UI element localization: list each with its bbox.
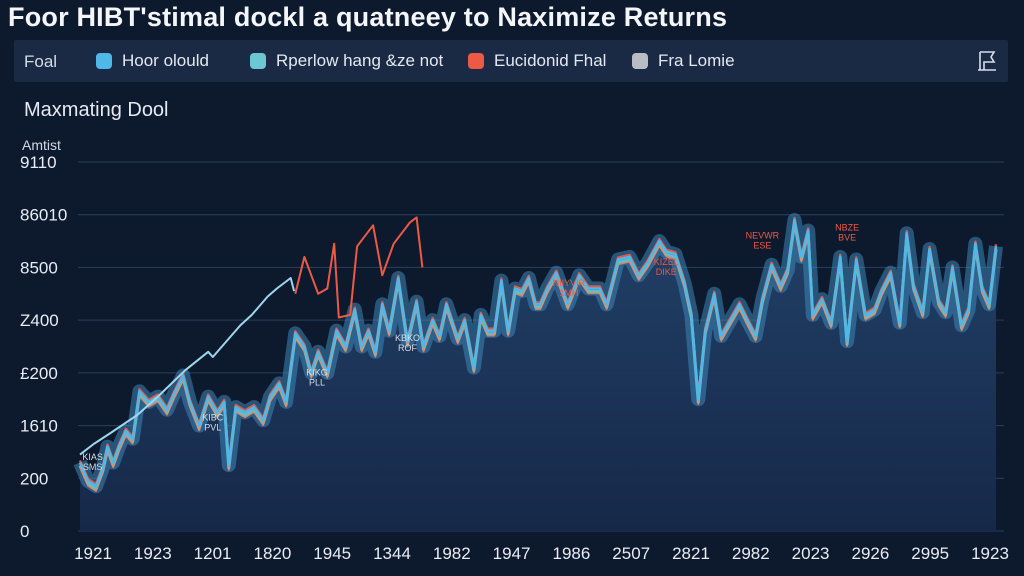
x-tick-label: 1923 xyxy=(971,544,1009,563)
legend-item-eucidonid-fhal[interactable]: Eucidonid Fhal xyxy=(468,50,606,72)
legend-lead-label: Foal xyxy=(24,52,58,71)
y-tick-label: 1610 xyxy=(20,417,58,436)
series-line-fra-lomie xyxy=(79,277,296,456)
y-tick-label: 86010 xyxy=(20,206,67,225)
x-tick-label: 2926 xyxy=(851,544,889,563)
x-tick-label: 1201 xyxy=(194,544,232,563)
x-tick-label: 2995 xyxy=(911,544,949,563)
legend-label: Rperlow hang &ze not xyxy=(276,51,444,70)
x-tick-label: 1921 xyxy=(74,544,112,563)
x-tick-label: 1923 xyxy=(134,544,172,563)
y-tick-label: Z400 xyxy=(20,311,59,330)
legend-label: Hoor olould xyxy=(122,51,209,70)
y-tick-label: 0 xyxy=(20,522,29,541)
annotation-label: KIZEL DIKE xyxy=(654,257,679,277)
legend-swatch xyxy=(250,53,266,69)
annotation-label: KIBC PVL xyxy=(202,412,224,432)
x-tick-label: 1947 xyxy=(493,544,531,563)
flag-icon[interactable] xyxy=(976,50,998,72)
x-tick-label: 1820 xyxy=(253,544,291,563)
y-tick-label: 9110 xyxy=(20,153,57,172)
chart-subtitle: Maxmating Dool xyxy=(24,99,169,121)
legend-label: Eucidonid Fhal xyxy=(494,51,607,70)
y-tick-label: 200 xyxy=(20,469,48,488)
x-tick-label: 2023 xyxy=(792,544,830,563)
x-tick-label: 2982 xyxy=(732,544,770,563)
annotation-label: KBKO ROF xyxy=(395,333,420,353)
legend-item-rperlow-hang[interactable]: Rperlow hang &ze not xyxy=(250,50,443,72)
series-line-hoor-olould xyxy=(78,218,998,488)
chart-title: Foor HIBT'stimal dockl a quatneey to Nax… xyxy=(8,2,728,32)
legend-label: Fra Lomie xyxy=(658,51,735,70)
annotation-label: NIIYVIR 1MH xyxy=(553,278,586,298)
x-tick-label: 1344 xyxy=(373,544,411,563)
series-line-eucidonid-fhal xyxy=(294,216,424,319)
x-tick-label: 2821 xyxy=(672,544,710,563)
legend-bar: Foal Hoor olould Rperlow hang &ze not Eu… xyxy=(14,40,1008,82)
annotation-label: NBZE BVE xyxy=(835,223,859,243)
annotation-label: KIKG PLL xyxy=(306,367,328,387)
x-tick-label: 1986 xyxy=(552,544,590,563)
y-tick-label: £200 xyxy=(20,364,58,383)
legend-swatch xyxy=(632,53,648,69)
legend-swatch xyxy=(468,53,484,69)
x-tick-label: 2507 xyxy=(612,544,650,563)
y-axis-label: Amtist xyxy=(22,137,61,153)
legend-item-hoor-olould[interactable]: Hoor olould xyxy=(96,50,209,72)
legend-swatch xyxy=(96,53,112,69)
annotation-label: NEVWR ESE xyxy=(746,230,780,250)
legend-item-fra-lomie[interactable]: Fra Lomie xyxy=(632,50,735,72)
annotation-label: KIAS SMS xyxy=(82,452,103,472)
x-tick-label: 1982 xyxy=(433,544,471,563)
x-tick-label: 1945 xyxy=(313,544,351,563)
y-tick-label: 8500 xyxy=(20,258,58,277)
